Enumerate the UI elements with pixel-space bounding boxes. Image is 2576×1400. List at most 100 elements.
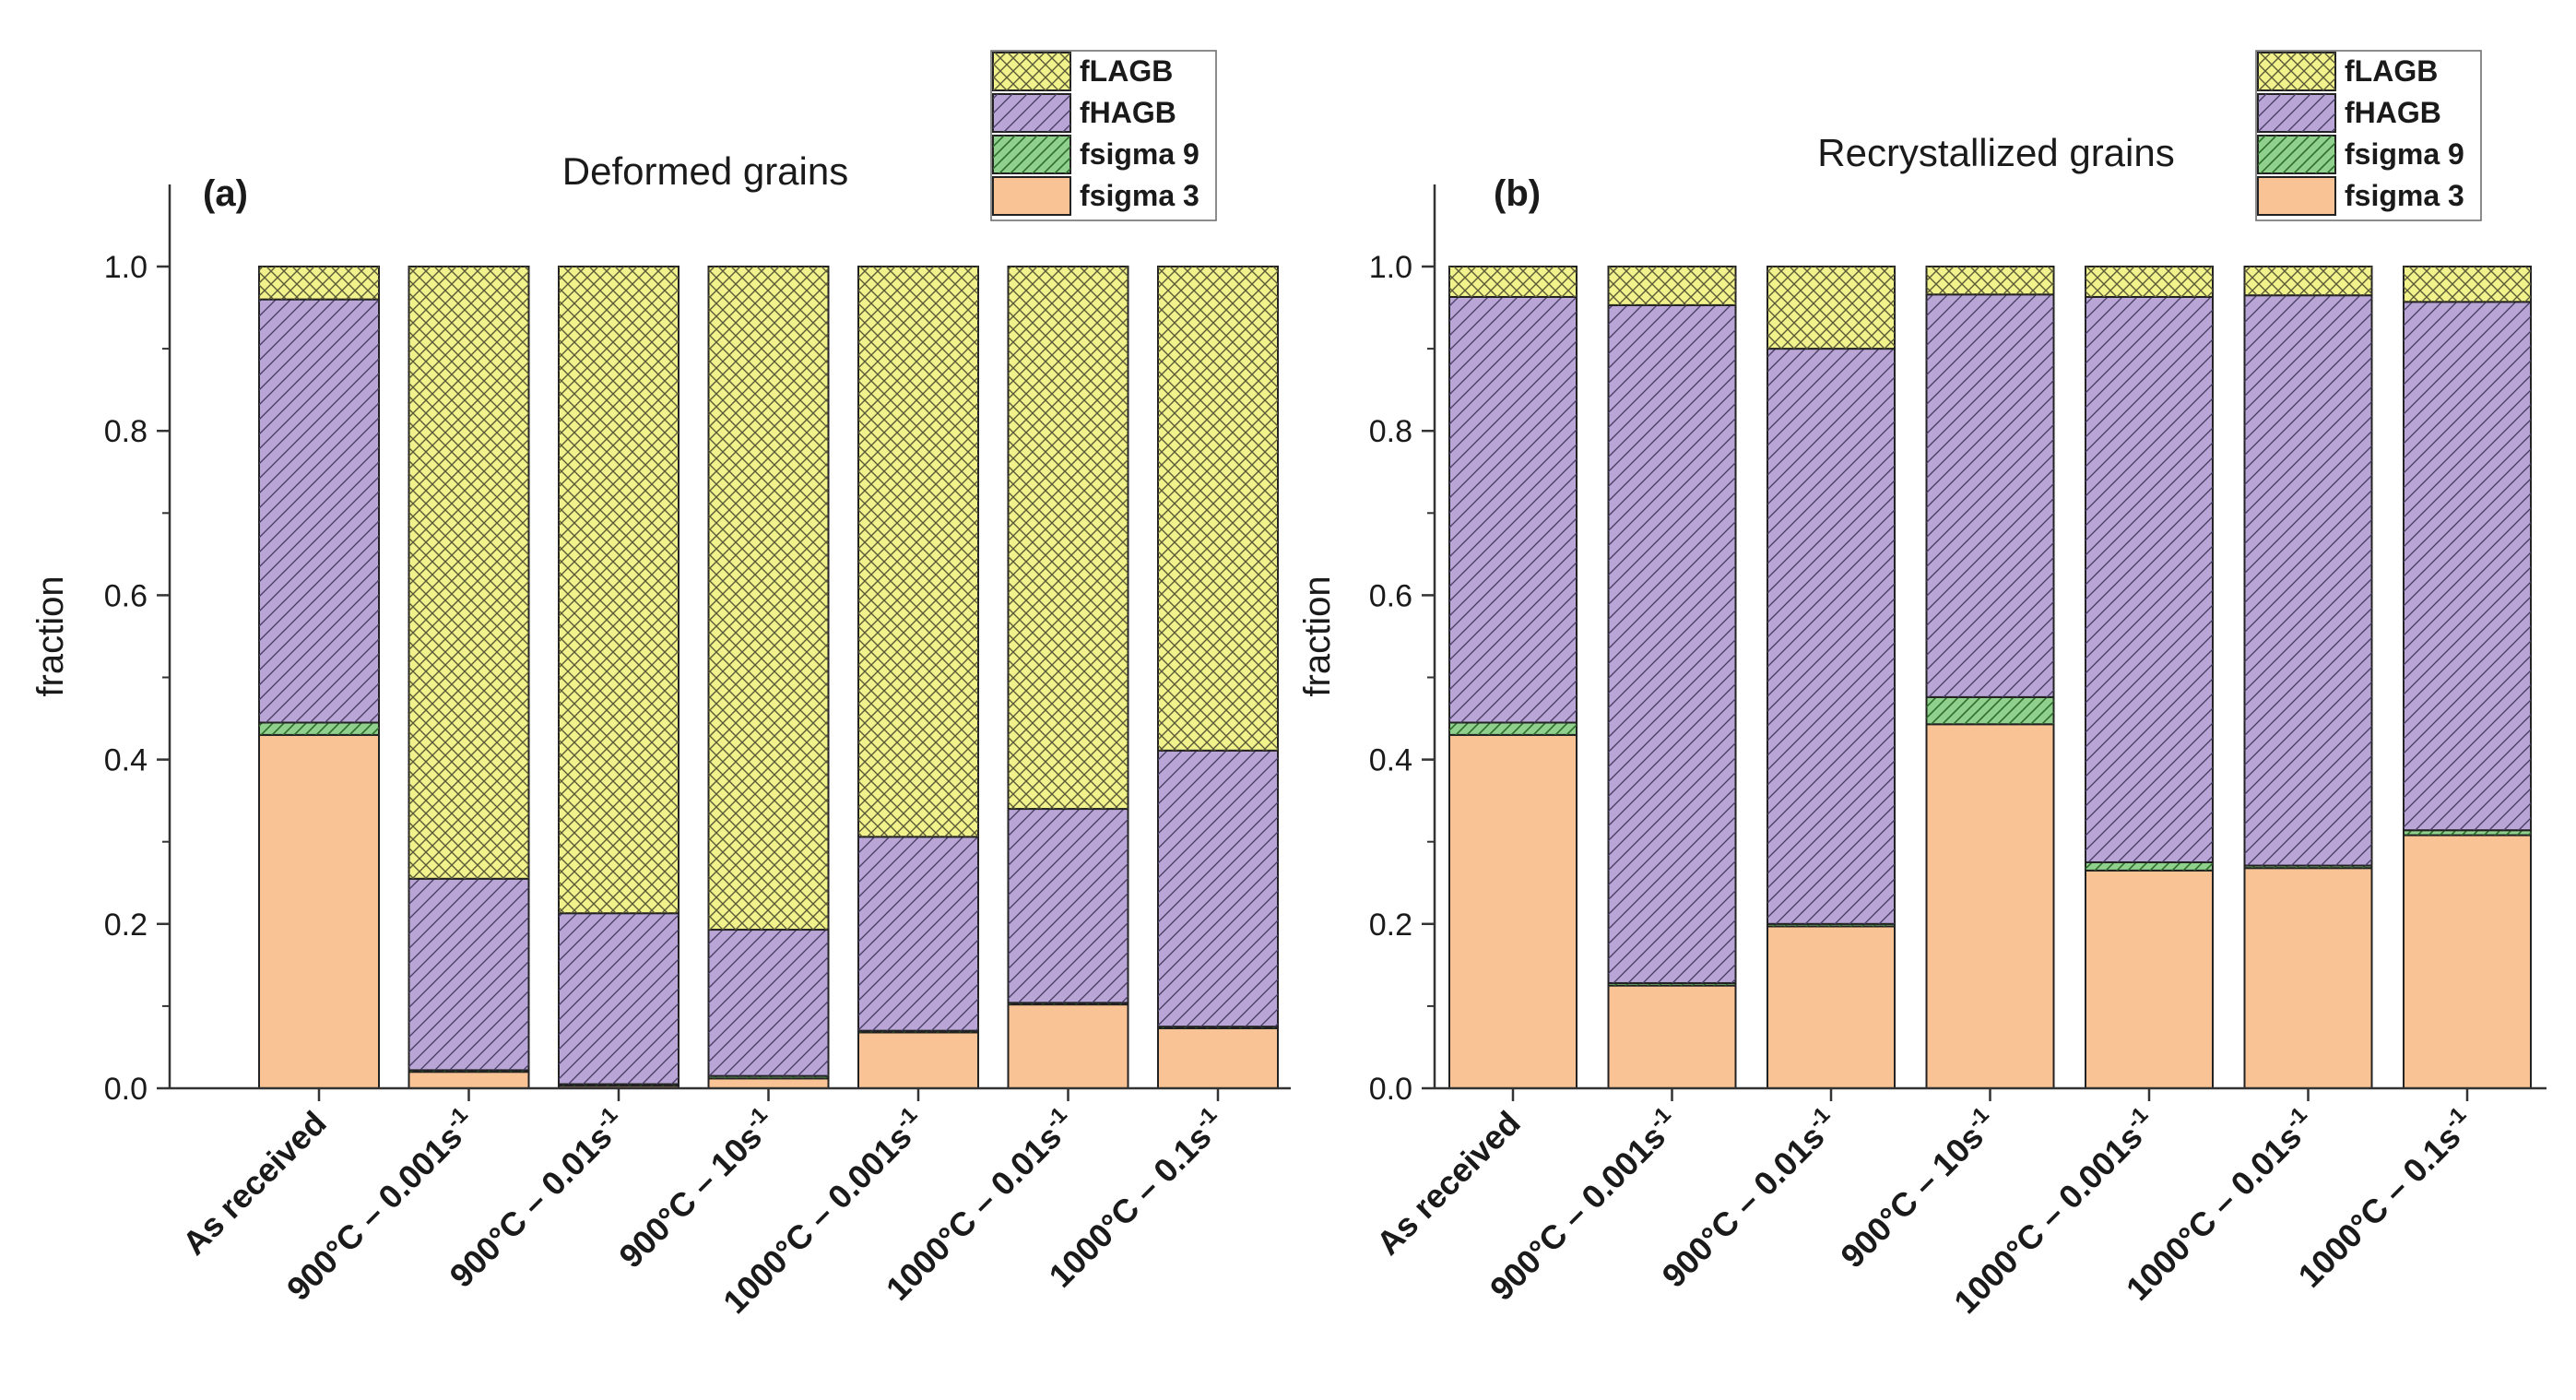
legend-label: fLAGB [2345,54,2438,88]
legend-label: fsigma 3 [1080,179,1199,212]
y-tick-label: 0.8 [104,414,148,449]
bar-segment-flagb [857,266,979,838]
y-axis-title-b: fraction [1297,575,1338,696]
legend-label: fHAGB [2345,96,2441,129]
bar-stack [408,266,530,1090]
legend-label: fHAGB [1080,96,1176,129]
bars-a [258,266,1279,1090]
bar-stack [1007,266,1129,1090]
bar-stack [857,266,979,1089]
bar-segment-flagb [1607,266,1737,306]
x-tick-label: 900°C – 0.01s-1 [1653,1102,1846,1295]
bar-segment-fhagb [558,912,679,1086]
bar-segment-flagb [2403,266,2532,303]
legend-a: fLAGB fHAGB fsigma 9 fsigma 3 [990,50,1217,221]
x-tick-label: 900°C – 0.01s-1 [441,1102,633,1295]
bar-stack [1157,266,1279,1090]
bar-segment-fhagb [1607,303,1737,984]
bar-stack [558,266,679,1090]
y-tick-label: 0.4 [1369,743,1412,778]
bar-stack [2085,266,2214,1090]
bar-segment-fhagb [258,298,380,724]
y-ticks-a: 0.0 0.2 0.4 0.6 0.8 1.0 [104,250,170,1107]
bar-stack [1925,266,2055,1089]
legend-item-fsigma-3: fsigma 3 [992,176,1199,216]
bar-segment-fhagb [1007,808,1129,1004]
bar-segment-flagb [707,266,830,931]
legend-item-fhagb: fHAGB [992,93,1176,133]
bar-segment-fsigma-9 [1448,721,1578,736]
bar-stack [258,266,380,1089]
x-tick-label: As received [1369,1104,1528,1263]
y-tick-label: 0.6 [1369,578,1412,613]
bars-b [1448,266,2532,1090]
legend-item-fsigma-3: fsigma 3 [2257,176,2464,216]
bar-segment-fsigma-9 [2085,860,2214,872]
legend-swatch [2257,176,2336,216]
legend-swatch-hatch [993,136,1070,173]
chart-title-a: Deformed grains [562,149,848,193]
bar-segment-fsigma-3 [1007,1003,1129,1090]
bar-segment-fsigma-3 [408,1071,530,1090]
y-tick-label: 0.2 [104,908,148,943]
bar-segment-fhagb [1925,293,2055,698]
y-tick-label: 0.6 [104,578,148,613]
y-tick-label: 1.0 [104,250,148,285]
bar-segment-flagb [1157,266,1279,752]
bar-segment-fhagb [2085,295,2214,863]
legend-swatch-hatch [2258,94,2335,132]
bar-segment-fsigma-3 [1767,925,1896,1090]
bar-segment-fhagb [1157,749,1279,1028]
bar-segment-fsigma-9 [258,721,380,736]
bar-segment-flagb [1007,266,1129,811]
bar-segment-fhagb [1767,348,1896,925]
legend-swatch-hatch [2258,136,2335,173]
legend-item-flagb: fLAGB [992,52,1173,91]
bar-segment-fhagb [2403,301,2532,832]
bar-segment-fsigma-3 [2403,834,2532,1090]
y-tick-label: 0.4 [104,743,148,778]
x-tick-label: 900°C – 10s-1 [610,1102,783,1275]
bar-segment-fhagb [2243,294,2373,867]
axes-a [168,184,1291,1090]
bar-stack [1448,266,1578,1089]
bar-segment-fsigma-3 [1925,723,2055,1089]
bar-segment-fhagb [408,877,530,1072]
bar-segment-fsigma-3 [1607,984,1737,1089]
x-tick-label: 1000°C – 0.1s-1 [1040,1102,1233,1295]
bar-segment-flagb [1448,266,1578,298]
bar-segment-fsigma-3 [707,1077,830,1089]
y-ticks-b: 0.0 0.2 0.4 0.6 0.8 1.0 [1369,250,1435,1107]
chart-title-b: Recrystallized grains [1817,131,2174,174]
bar-segment-fhagb [707,929,830,1077]
chart-panel-a: (a) Deformed grains fraction 0.00.20.40.… [30,50,1291,1321]
bar-stack [2243,266,2373,1089]
y-tick-label: 1.0 [1369,250,1412,285]
legend-swatch-hatch [993,53,1070,90]
legend-item-fsigma-9: fsigma 9 [2257,135,2464,174]
bar-stack [1607,266,1737,1089]
legend-item-fsigma-9: fsigma 9 [992,135,1199,174]
bar-segment-fhagb [857,836,979,1032]
legend-item-fhagb: fHAGB [2257,93,2441,133]
y-axis-title-a: fraction [30,575,71,696]
x-tick-label: As received [175,1104,334,1263]
x-tick-label: 1000°C – 0.1s-1 [2289,1102,2482,1295]
bar-segment-fsigma-3 [1448,733,1578,1089]
y-tick-label: 0.8 [1369,414,1412,449]
bar-segment-fsigma-9 [1925,695,2055,726]
panel-label-a: (a) [203,173,248,214]
legend-swatch-hatch [993,94,1070,132]
bar-segment-flagb [558,266,679,915]
legend-swatch [992,176,1071,216]
bar-segment-flagb [1767,266,1896,350]
y-tick-label: 0.2 [1369,908,1412,943]
chart-panel-b: (b) Recrystallized grains fraction 0.00.… [1297,50,2546,1321]
bar-segment-fsigma-3 [258,733,380,1089]
legend-item-flagb: fLAGB [2257,52,2438,91]
bar-segment-fsigma-3 [857,1031,979,1089]
bar-stack [707,266,830,1089]
legend-label: fLAGB [1080,54,1173,88]
